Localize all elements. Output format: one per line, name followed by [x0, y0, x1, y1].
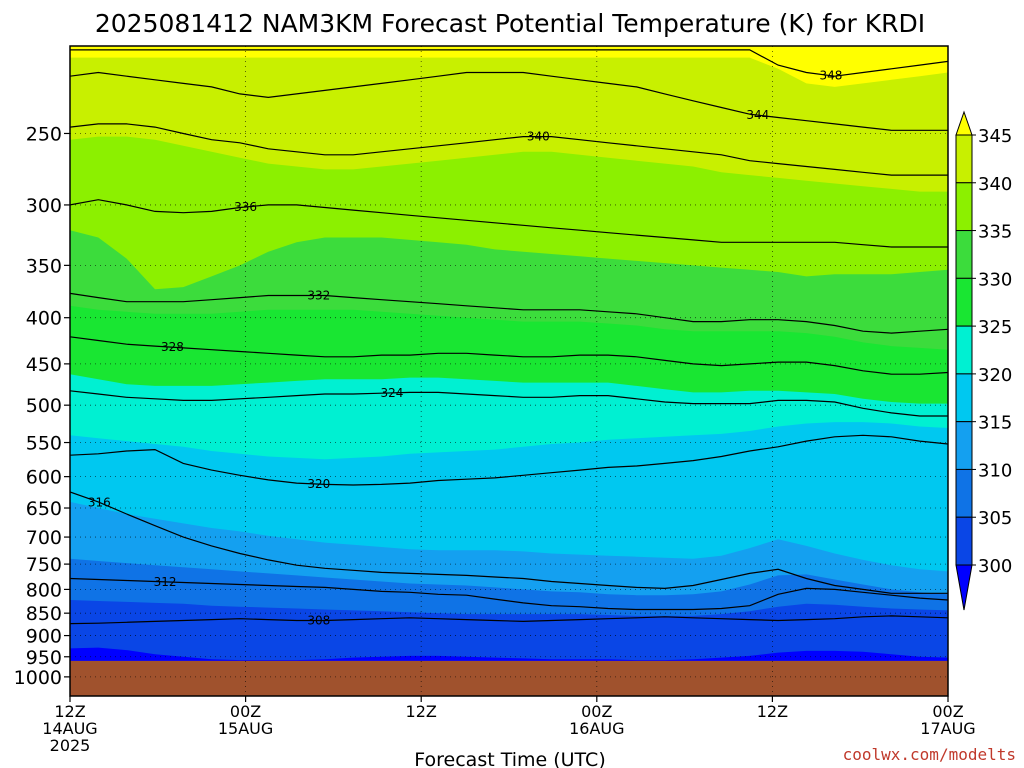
contour-label-312: 312	[154, 575, 177, 589]
colorbar-label: 305	[978, 508, 1012, 529]
y-tick-label: 550	[26, 433, 62, 455]
colorbar-label: 300	[978, 556, 1012, 577]
contour-340	[70, 123, 948, 176]
contour-label-316: 316	[88, 495, 111, 509]
y-tick-label: 500	[26, 395, 62, 417]
colorbar-segment	[955, 516, 973, 566]
contour-332	[70, 292, 948, 334]
colorbar-label: 340	[978, 174, 1012, 195]
x-tick-label: 00Z	[230, 702, 261, 721]
y-tick-label: 800	[26, 579, 62, 601]
plot-area: 308 312 316 320 324 328 332 336 340 344 348	[70, 46, 948, 696]
chart-title: 2025081412 NAM3KM Forecast Potential Tem…	[95, 9, 925, 38]
colorbar-label: 315	[978, 413, 1012, 434]
y-tick-label: 950	[26, 647, 62, 669]
contour-label-344: 344	[746, 108, 769, 122]
contour-308	[70, 615, 948, 625]
contour-328	[70, 336, 948, 375]
colorbar-label: 310	[978, 460, 1012, 481]
colorbar-segment	[955, 230, 973, 279]
colorbar-segment	[955, 134, 973, 184]
y-tick-label: 400	[26, 308, 62, 330]
colorbar-extend-bottom	[955, 564, 973, 611]
plot-content: 308 312 316 320 324 328 332 336 340 344 348	[70, 46, 948, 696]
y-tick-label: 750	[26, 554, 62, 576]
contour-label-308: 308	[307, 613, 330, 627]
x-tick-label: 14AUG	[42, 719, 97, 738]
contour-label-332: 332	[307, 289, 330, 303]
plot-frame	[69, 45, 949, 697]
contour-320	[70, 434, 948, 486]
contour-label-336: 336	[234, 200, 257, 214]
x-axis-label: Forecast Time (UTC)	[414, 749, 605, 768]
colorbar: 345 340 335 330 325 320 315 310 305 300	[955, 110, 1012, 611]
y-tick-label: 700	[26, 527, 62, 549]
y-tick-label: 600	[26, 467, 62, 489]
contour-316	[70, 491, 948, 594]
y-tick-label: 650	[26, 498, 62, 520]
ground-fill	[70, 660, 948, 696]
y-tick-label: 850	[26, 603, 62, 625]
colorbar-label: 335	[978, 222, 1012, 243]
y-tick-label: 900	[26, 626, 62, 648]
y-tick-label: 450	[26, 354, 62, 376]
x-tick-label: 16AUG	[569, 719, 624, 738]
colorbar-label: 325	[978, 317, 1012, 338]
x-tick-label: 2025	[50, 736, 91, 755]
y-tick-label: 300	[26, 195, 62, 217]
x-tick-label: 12Z	[54, 702, 85, 721]
x-tick-label: 00Z	[581, 702, 612, 721]
colorbar-segment	[955, 325, 973, 375]
contour-label-320: 320	[307, 477, 330, 491]
colorbar-label: 320	[978, 365, 1012, 386]
contour-label-324: 324	[380, 386, 403, 400]
contour-label-348: 348	[819, 69, 842, 83]
contour-344	[70, 71, 948, 131]
axes: 2503003504004505005506006507007508008509…	[14, 45, 976, 755]
x-tick-label: 15AUG	[218, 719, 273, 738]
contour-label-340: 340	[527, 130, 550, 144]
colorbar-segment	[955, 468, 973, 518]
contour-312	[70, 577, 948, 611]
x-tick-label: 12Z	[757, 702, 788, 721]
x-tick-label: 17AUG	[920, 719, 975, 738]
contour-336	[70, 199, 948, 248]
y-tick-label: 250	[26, 123, 62, 145]
colorbar-segment	[955, 421, 973, 470]
x-tick-label: 00Z	[932, 702, 963, 721]
colorbar-segment	[955, 277, 973, 327]
contour-348	[70, 49, 948, 77]
colorbar-segment	[955, 182, 973, 232]
colorbar-label: 345	[978, 126, 1012, 147]
contour-324	[70, 390, 948, 417]
colorbar-label: 330	[978, 269, 1012, 290]
colorbar-segment	[955, 373, 973, 423]
credit-text: coolwx.com/modelts	[843, 745, 1016, 764]
x-tick-label: 12Z	[406, 702, 437, 721]
y-tick-label: 1000	[14, 667, 62, 689]
y-tick-label: 350	[26, 255, 62, 277]
contour-label-328: 328	[161, 340, 184, 354]
